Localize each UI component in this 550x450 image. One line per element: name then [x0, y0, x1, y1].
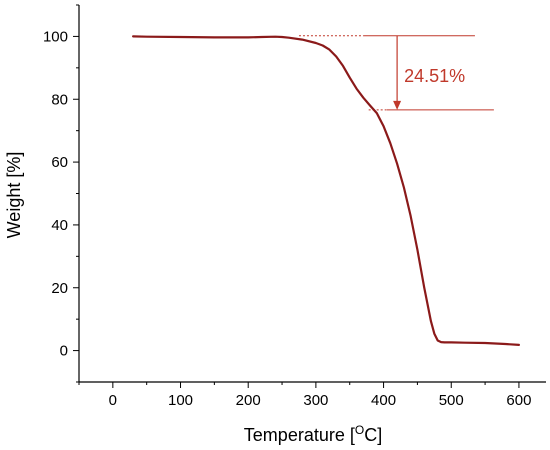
plot-frame	[78, 5, 546, 383]
plot-series	[132, 35, 520, 346]
tick-labels: 0 100 200 300 400 500 600 0 20 40 60 80 100	[43, 28, 531, 409]
y-axis-title: Weight [%]	[4, 152, 24, 239]
y-tick-label: 20	[51, 280, 68, 297]
x-axis-title: Temperature [OC]	[244, 423, 382, 445]
loss-percentage-label: 24.51%	[404, 66, 465, 86]
x-tick-label: 100	[168, 392, 193, 409]
y-tick-label: 40	[51, 217, 68, 234]
x-tick-label: 300	[303, 392, 328, 409]
axis-ticks	[73, 4, 520, 388]
x-tick-label: 0	[109, 392, 117, 409]
x-tick-label: 600	[506, 392, 531, 409]
loss-arrow-head	[393, 100, 402, 110]
x-tick-label: 200	[236, 392, 261, 409]
y-tick-label: 100	[43, 28, 68, 45]
loss-annotation: 24.51%	[298, 35, 494, 111]
x-tick-label: 500	[439, 392, 464, 409]
y-tick-label: 0	[60, 343, 68, 360]
weight-curve	[132, 35, 520, 346]
x-tick-label: 400	[371, 392, 396, 409]
y-tick-label: 60	[51, 154, 68, 171]
y-tick-label: 80	[51, 91, 68, 108]
